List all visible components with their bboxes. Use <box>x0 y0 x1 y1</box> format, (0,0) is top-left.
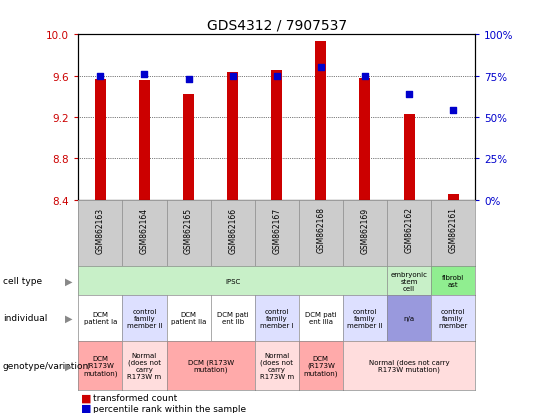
Bar <box>360 78 370 200</box>
Text: ▶: ▶ <box>65 361 73 370</box>
Text: DCM
(R173W
mutation): DCM (R173W mutation) <box>83 355 118 376</box>
Text: Normal
(does not
carry
R173W m: Normal (does not carry R173W m <box>127 352 161 379</box>
Bar <box>448 194 458 200</box>
Text: control
family
member: control family member <box>438 308 468 328</box>
Text: Normal (does not carry
R173W mutation): Normal (does not carry R173W mutation) <box>369 358 449 373</box>
Point <box>96 73 105 80</box>
Text: control
family
member II: control family member II <box>347 308 383 328</box>
Point <box>405 91 414 98</box>
Point <box>184 76 193 83</box>
Text: control
family
member II: control family member II <box>127 308 162 328</box>
Bar <box>227 73 238 200</box>
Text: GSM862161: GSM862161 <box>449 207 458 253</box>
Text: GSM862169: GSM862169 <box>361 207 369 253</box>
Text: embryonic
stem
cell: embryonic stem cell <box>390 271 428 291</box>
Text: genotype/variation: genotype/variation <box>3 361 89 370</box>
Text: percentile rank within the sample: percentile rank within the sample <box>93 404 247 413</box>
Text: DCM pati
ent IIb: DCM pati ent IIb <box>217 311 248 325</box>
Text: GSM862164: GSM862164 <box>140 207 149 253</box>
Point <box>273 73 281 80</box>
Text: GSM862165: GSM862165 <box>184 207 193 253</box>
Text: DCM
(R173W
mutation): DCM (R173W mutation) <box>303 355 338 376</box>
Bar <box>271 71 282 200</box>
Text: GSM862162: GSM862162 <box>404 207 414 253</box>
Point <box>449 108 457 114</box>
Text: transformed count: transformed count <box>93 393 178 402</box>
Text: ▶: ▶ <box>65 313 73 323</box>
Text: GSM862168: GSM862168 <box>316 207 325 253</box>
Text: ▶: ▶ <box>65 276 73 286</box>
Point <box>140 71 149 78</box>
Point <box>228 73 237 80</box>
Title: GDS4312 / 7907537: GDS4312 / 7907537 <box>207 19 347 33</box>
Text: iPSC: iPSC <box>225 278 240 284</box>
Text: GSM862163: GSM862163 <box>96 207 105 253</box>
Text: ■: ■ <box>81 403 91 413</box>
Text: GSM862166: GSM862166 <box>228 207 237 253</box>
Text: individual: individual <box>3 313 47 323</box>
Text: DCM pati
ent IIIa: DCM pati ent IIIa <box>305 311 336 325</box>
Text: ■: ■ <box>81 392 91 402</box>
Bar <box>139 81 150 200</box>
Text: fibrobl
ast: fibrobl ast <box>442 274 464 287</box>
Text: n/a: n/a <box>403 315 415 321</box>
Bar <box>403 114 415 200</box>
Text: DCM (R173W
mutation): DCM (R173W mutation) <box>187 358 234 373</box>
Text: DCM
patient IIa: DCM patient IIa <box>171 311 206 325</box>
Bar <box>95 79 106 200</box>
Bar <box>183 95 194 200</box>
Text: GSM862167: GSM862167 <box>272 207 281 253</box>
Point <box>361 73 369 80</box>
Text: Normal
(does not
carry
R173W m: Normal (does not carry R173W m <box>260 352 294 379</box>
Point <box>316 65 325 71</box>
Text: control
family
member I: control family member I <box>260 308 294 328</box>
Text: DCM
patient Ia: DCM patient Ia <box>84 311 117 325</box>
Text: cell type: cell type <box>3 276 42 285</box>
Bar <box>315 43 326 200</box>
